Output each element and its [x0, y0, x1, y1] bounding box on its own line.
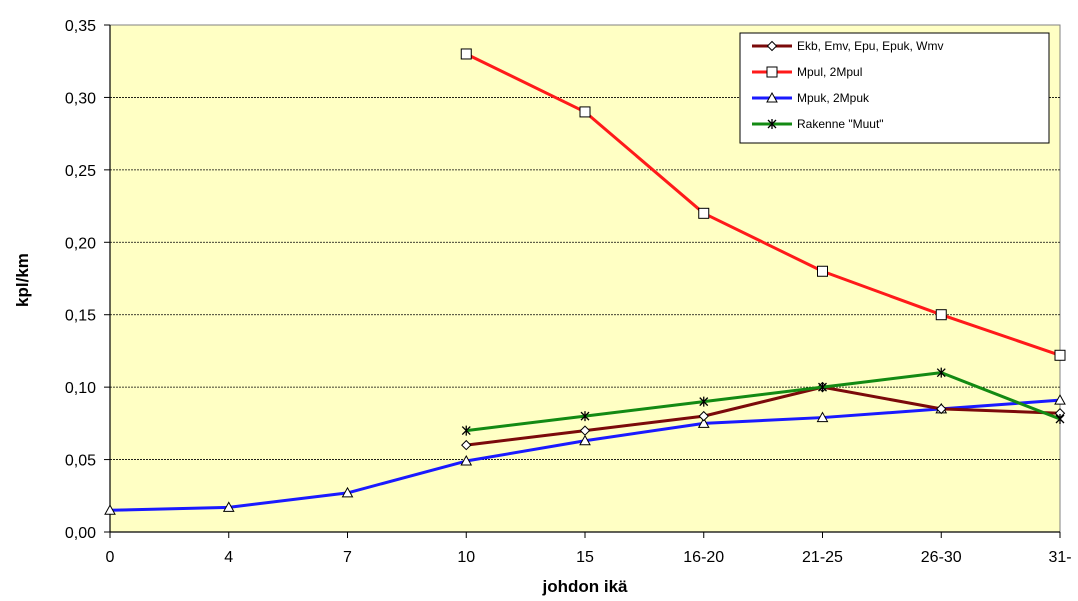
data-point: [936, 403, 947, 415]
y-tick-label: 0,15: [65, 308, 96, 325]
x-tick-label: 21-25: [802, 549, 843, 566]
data-point: [222, 501, 235, 512]
y-tick-label: 0,30: [65, 90, 96, 107]
x-tick-label: 7: [343, 549, 352, 566]
data-point: [816, 411, 829, 423]
x-tick-label: 16-20: [683, 549, 724, 566]
data-point: [460, 48, 472, 60]
y-tick-label: 0,35: [65, 18, 96, 35]
x-tick-labels: 0 4 7 10 15 16-20 21-25 26-30 31-: [106, 549, 1072, 566]
x-axis-title: johdon ikä: [542, 577, 629, 596]
series-group: [104, 48, 1066, 515]
legend-items: Ekb, Emv, Epu, Epuk, Wmv Mpul, 2Mpul Mpuk,…: [752, 39, 943, 131]
data-point: [1054, 394, 1066, 405]
legend: Ekb, Emv, Epu, Epuk, Wmv Mpul, 2Mpul Mpuk,…: [739, 32, 1050, 144]
x-tick-label: 0: [106, 549, 115, 566]
y-tick-label: 0,20: [65, 235, 96, 252]
data-point: [341, 486, 354, 498]
y-tick-label: 0,10: [65, 380, 96, 397]
legend-marker: [766, 91, 778, 103]
x-tick-label: 31-: [1048, 549, 1071, 566]
data-point: [935, 309, 947, 321]
data-point: [579, 425, 591, 436]
series-line: [466, 385, 1061, 447]
data-point: [936, 367, 946, 378]
x-tick-label: 26-30: [921, 549, 962, 566]
data-point: [460, 454, 473, 466]
data-point: [580, 411, 590, 422]
y-tick-label: 0,00: [65, 525, 96, 542]
data-point: [579, 434, 591, 446]
data-point: [1055, 414, 1065, 425]
data-point: [579, 106, 591, 118]
series-line: [466, 371, 1061, 433]
legend-marker: [766, 66, 778, 78]
x-tick-label: 4: [224, 549, 233, 566]
legend-label: Ekb, Emv, Epu, Epuk, Wmv: [797, 39, 943, 53]
legend-label: Rakenne "Muut": [797, 117, 884, 131]
legend-marker: [767, 119, 777, 129]
data-point: [461, 425, 471, 436]
axes: [104, 24, 1061, 538]
data-point: [461, 439, 472, 451]
series-3: [461, 367, 1065, 436]
y-axis-title: kpl/km: [13, 253, 32, 307]
legend-label: Mpul, 2Mpul: [797, 65, 862, 79]
data-point: [1054, 349, 1066, 361]
data-point: [699, 396, 709, 407]
series-line: [465, 52, 1061, 357]
gridlines: [110, 97, 1060, 460]
legend-marker: [766, 40, 778, 52]
y-tick-label: 0,05: [65, 453, 96, 470]
data-point: [697, 417, 710, 428]
legend-label: Mpuk, 2Mpuk: [797, 91, 870, 105]
data-point: [698, 207, 710, 219]
x-tick-label: 10: [457, 549, 475, 566]
data-point: [104, 504, 116, 515]
series-1: [460, 48, 1066, 361]
x-tick-label: 15: [576, 549, 594, 566]
data-point: [698, 410, 709, 422]
data-point: [817, 265, 828, 277]
y-tick-labels: 0,00 0,05 0,10 0,15 0,20 0,25 0,30 0,35: [65, 18, 96, 542]
y-tick-label: 0,25: [65, 163, 96, 180]
data-point: [818, 382, 827, 393]
